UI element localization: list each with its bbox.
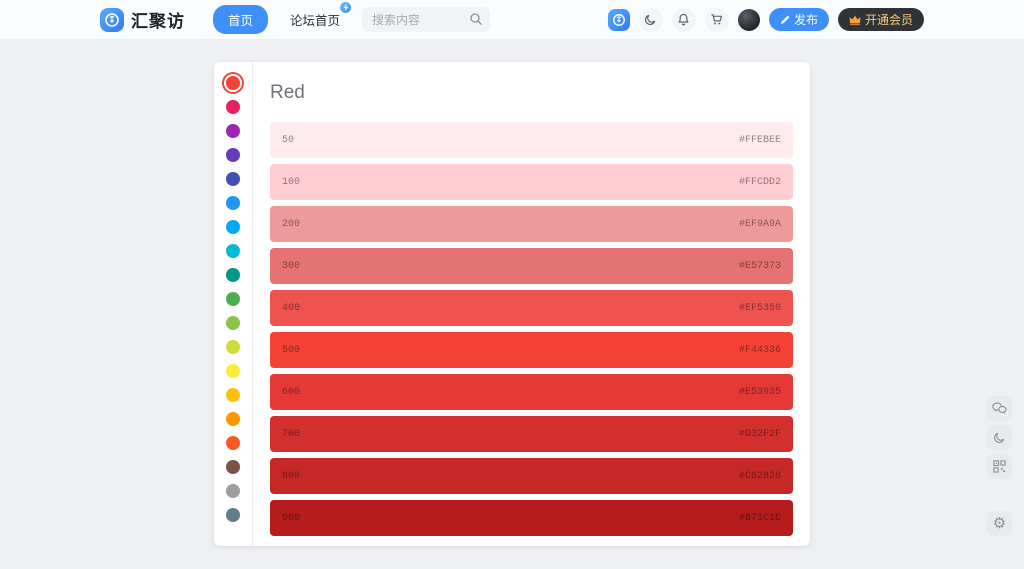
color-dot[interactable] (226, 436, 240, 450)
shade-hex-value: #C62828 (738, 470, 781, 482)
color-dot[interactable] (226, 316, 240, 330)
shade-list: 50 #FFEBEE 100 #FFCDD2 200 #EF9A9A 300 #… (270, 122, 793, 536)
nav-item-forum[interactable]: 论坛首页 (290, 2, 352, 29)
palette-card: Red 50 #FFEBEE 100 #FFCDD2 200 #EF9A9A 3… (214, 62, 810, 546)
pencil-icon (780, 15, 790, 24)
shade-label: 700 (282, 428, 301, 440)
color-dot[interactable] (226, 292, 240, 306)
shade-label: 600 (282, 386, 301, 398)
search-input[interactable] (362, 7, 491, 32)
vip-button-label: 开通会员 (864, 13, 913, 27)
shade-row[interactable]: 100 #FFCDD2 (270, 164, 793, 200)
publish-button-label: 发布 (793, 13, 818, 27)
shade-hex-value: #F44336 (738, 344, 781, 356)
vip-button[interactable]: 开通会员 (837, 8, 924, 31)
floating-action-rail: ⚙ (987, 396, 1012, 536)
color-dot[interactable] (226, 484, 240, 498)
shade-row[interactable]: 900 #B71C1C (270, 500, 793, 536)
shade-row[interactable]: 700 #D32F2F (270, 416, 793, 452)
shade-hex-value: #EF9A9A (738, 218, 781, 230)
palette-title: Red (270, 82, 305, 103)
top-navbar: 汇聚访 首页 论坛首页 (0, 0, 1024, 40)
nav-item-forum-label: 论坛首页 (290, 14, 341, 28)
color-dot[interactable] (226, 148, 240, 162)
shade-label: 200 (282, 218, 301, 230)
search-box (362, 7, 491, 32)
moon-icon[interactable] (987, 425, 1012, 450)
palette-content: Red 50 #FFEBEE 100 #FFCDD2 200 #EF9A9A 3… (253, 62, 810, 546)
color-nav-rail (214, 62, 253, 546)
color-dot[interactable] (226, 508, 240, 522)
shade-hex-value: #D32F2F (738, 428, 781, 440)
color-dot[interactable] (226, 124, 240, 138)
color-dot[interactable] (226, 364, 240, 378)
color-dot[interactable] (226, 388, 240, 402)
color-dot[interactable] (226, 244, 240, 258)
color-dot[interactable] (226, 196, 240, 210)
shade-hex-value: #E53935 (738, 386, 781, 398)
shade-label: 400 (282, 302, 301, 314)
shade-hex-value: #EF5350 (738, 302, 781, 314)
color-dot[interactable] (226, 268, 240, 282)
dark-mode-toggle[interactable] (638, 7, 663, 32)
publish-button[interactable]: 发布 (768, 8, 829, 31)
shade-hex-value: #FFEBEE (738, 134, 781, 146)
shade-hex-value: #E57373 (738, 260, 781, 272)
shade-row[interactable]: 600 #E53935 (270, 374, 793, 410)
shade-row[interactable]: 400 #EF5350 (270, 290, 793, 326)
color-dot[interactable] (226, 220, 240, 234)
shade-row[interactable]: 300 #E57373 (270, 248, 793, 284)
color-dot[interactable] (226, 76, 240, 90)
shade-label: 500 (282, 344, 301, 356)
shade-row[interactable]: 800 #C62828 (270, 458, 793, 494)
nav-item-home[interactable]: 首页 (213, 5, 269, 34)
color-dot[interactable] (226, 412, 240, 426)
comments-icon[interactable] (987, 396, 1012, 421)
shade-hex-value: #B71C1C (738, 512, 781, 524)
shade-label: 900 (282, 512, 301, 524)
cart-icon[interactable] (704, 7, 729, 32)
shade-hex-value: #FFCDD2 (738, 176, 781, 188)
shade-row[interactable]: 500 #F44336 (270, 332, 793, 368)
user-avatar[interactable] (737, 8, 760, 31)
main-nav: 首页 论坛首页 (213, 2, 352, 34)
site-logo-icon (100, 7, 124, 32)
search-icon[interactable] (469, 12, 483, 26)
shade-label: 800 (282, 470, 301, 482)
shade-row[interactable]: 200 #EF9A9A (270, 206, 793, 242)
shade-label: 100 (282, 176, 301, 188)
color-dot[interactable] (226, 172, 240, 186)
gear-icon[interactable]: ⚙ (987, 511, 1012, 536)
hot-badge-icon (340, 2, 352, 13)
main-content: Red 50 #FFEBEE 100 #FFCDD2 200 #EF9A9A 3… (0, 62, 1024, 546)
shade-label: 50 (282, 134, 295, 146)
shade-label: 300 (282, 260, 301, 272)
shade-row[interactable]: 50 #FFEBEE (270, 122, 793, 158)
qrcode-icon[interactable] (987, 454, 1012, 479)
header-actions: 发布 开通会员 (607, 7, 924, 32)
mini-logo-icon[interactable] (607, 8, 630, 31)
crown-icon (849, 15, 861, 25)
color-dot[interactable] (226, 100, 240, 114)
color-dot[interactable] (226, 460, 240, 474)
color-dot[interactable] (226, 340, 240, 354)
site-logo[interactable]: 汇聚访 (100, 7, 185, 32)
site-logo-text: 汇聚访 (131, 12, 185, 31)
notifications-bell-icon[interactable] (671, 7, 696, 32)
